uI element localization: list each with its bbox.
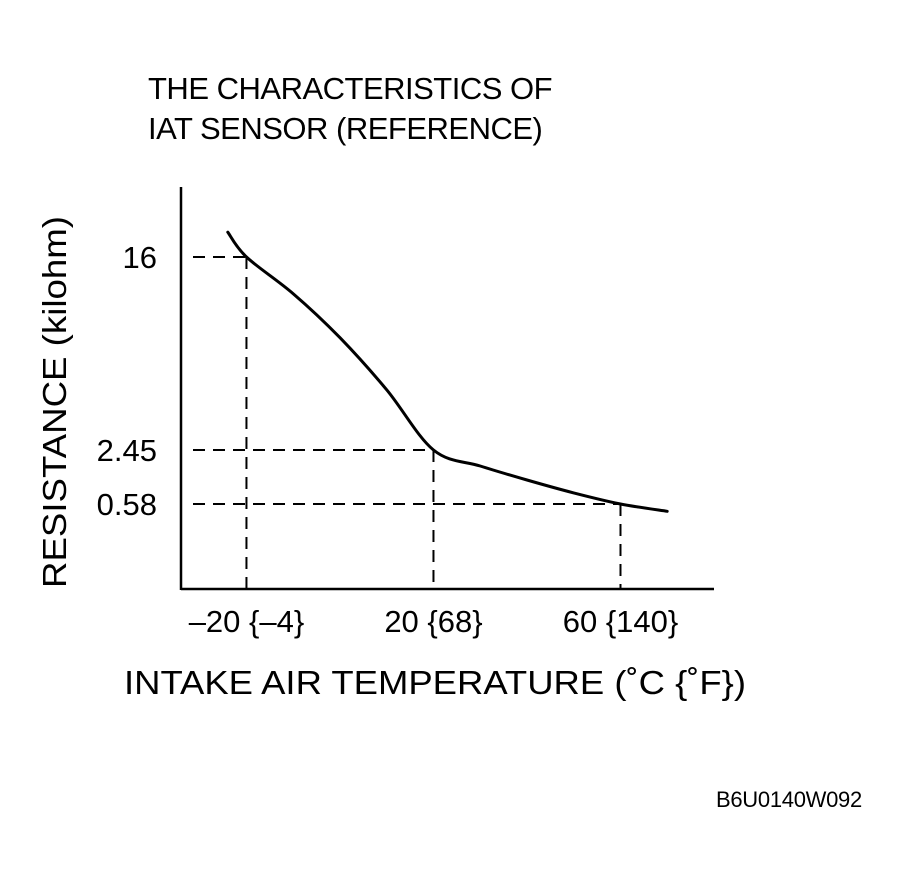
resistance-curve [226,230,669,513]
x-axis-title: INTAKE AIR TEMPERATURE (˚C {˚F}) [124,664,746,701]
y-tick-label-0: 16 [123,240,157,275]
chart-title-line-2: IAT SENSOR (REFERENCE) [148,111,543,146]
x-tick-label-1: 20 {68} [384,604,482,639]
y-axis-title: RESISTANCE (kilohm) [36,216,73,588]
figure-code: B6U0140W092 [716,787,862,812]
chart-title-line-1: THE CHARACTERISTICS OF [148,71,553,106]
y-tick-labels: 16 2.45 0.58 [97,240,157,522]
x-tick-label-2: 60 {140} [563,604,679,639]
chart-axes [179,187,714,591]
y-tick-label-2: 0.58 [97,487,157,522]
y-tick-label-1: 2.45 [97,433,157,468]
x-tick-labels: –20 {–4} 20 {68} 60 {140} [189,604,679,639]
x-tick-label-0: –20 {–4} [189,604,305,639]
reference-guides [193,256,622,589]
